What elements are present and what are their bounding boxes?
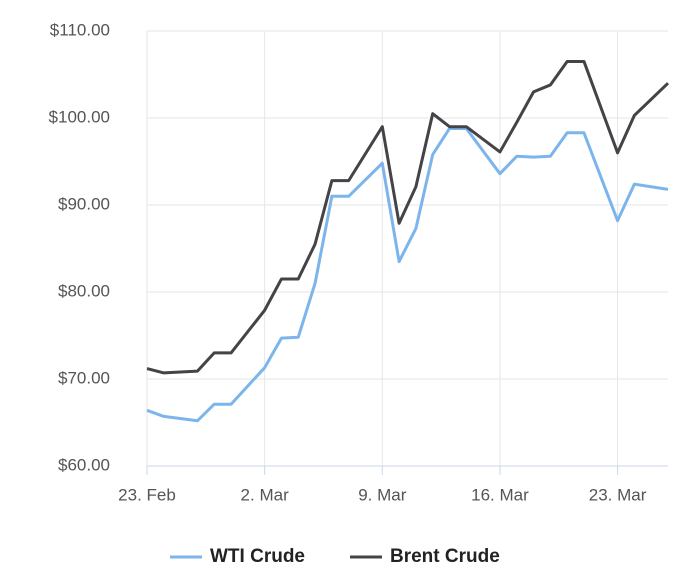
legend-label: WTI Crude [210, 546, 305, 567]
series-line [146, 59, 670, 375]
y-tick-label: $100.00 [49, 107, 110, 126]
series-line [146, 126, 669, 423]
x-tick-label: 16. Mar [471, 485, 529, 504]
y-tick-label: $110.00 [50, 20, 110, 39]
legend-label: Brent Crude [390, 546, 500, 567]
y-tick-label: $80.00 [58, 281, 110, 300]
y-tick-label: $70.00 [58, 368, 110, 387]
y-tick-label: $90.00 [58, 194, 110, 213]
x-tick-label: 23. Mar [589, 485, 647, 504]
x-tick-label: 23. Feb [118, 485, 176, 504]
y-tick-label: $60.00 [58, 455, 110, 474]
x-tick-label: 9. Mar [358, 485, 407, 504]
x-tick-label: 2. Mar [241, 485, 290, 504]
